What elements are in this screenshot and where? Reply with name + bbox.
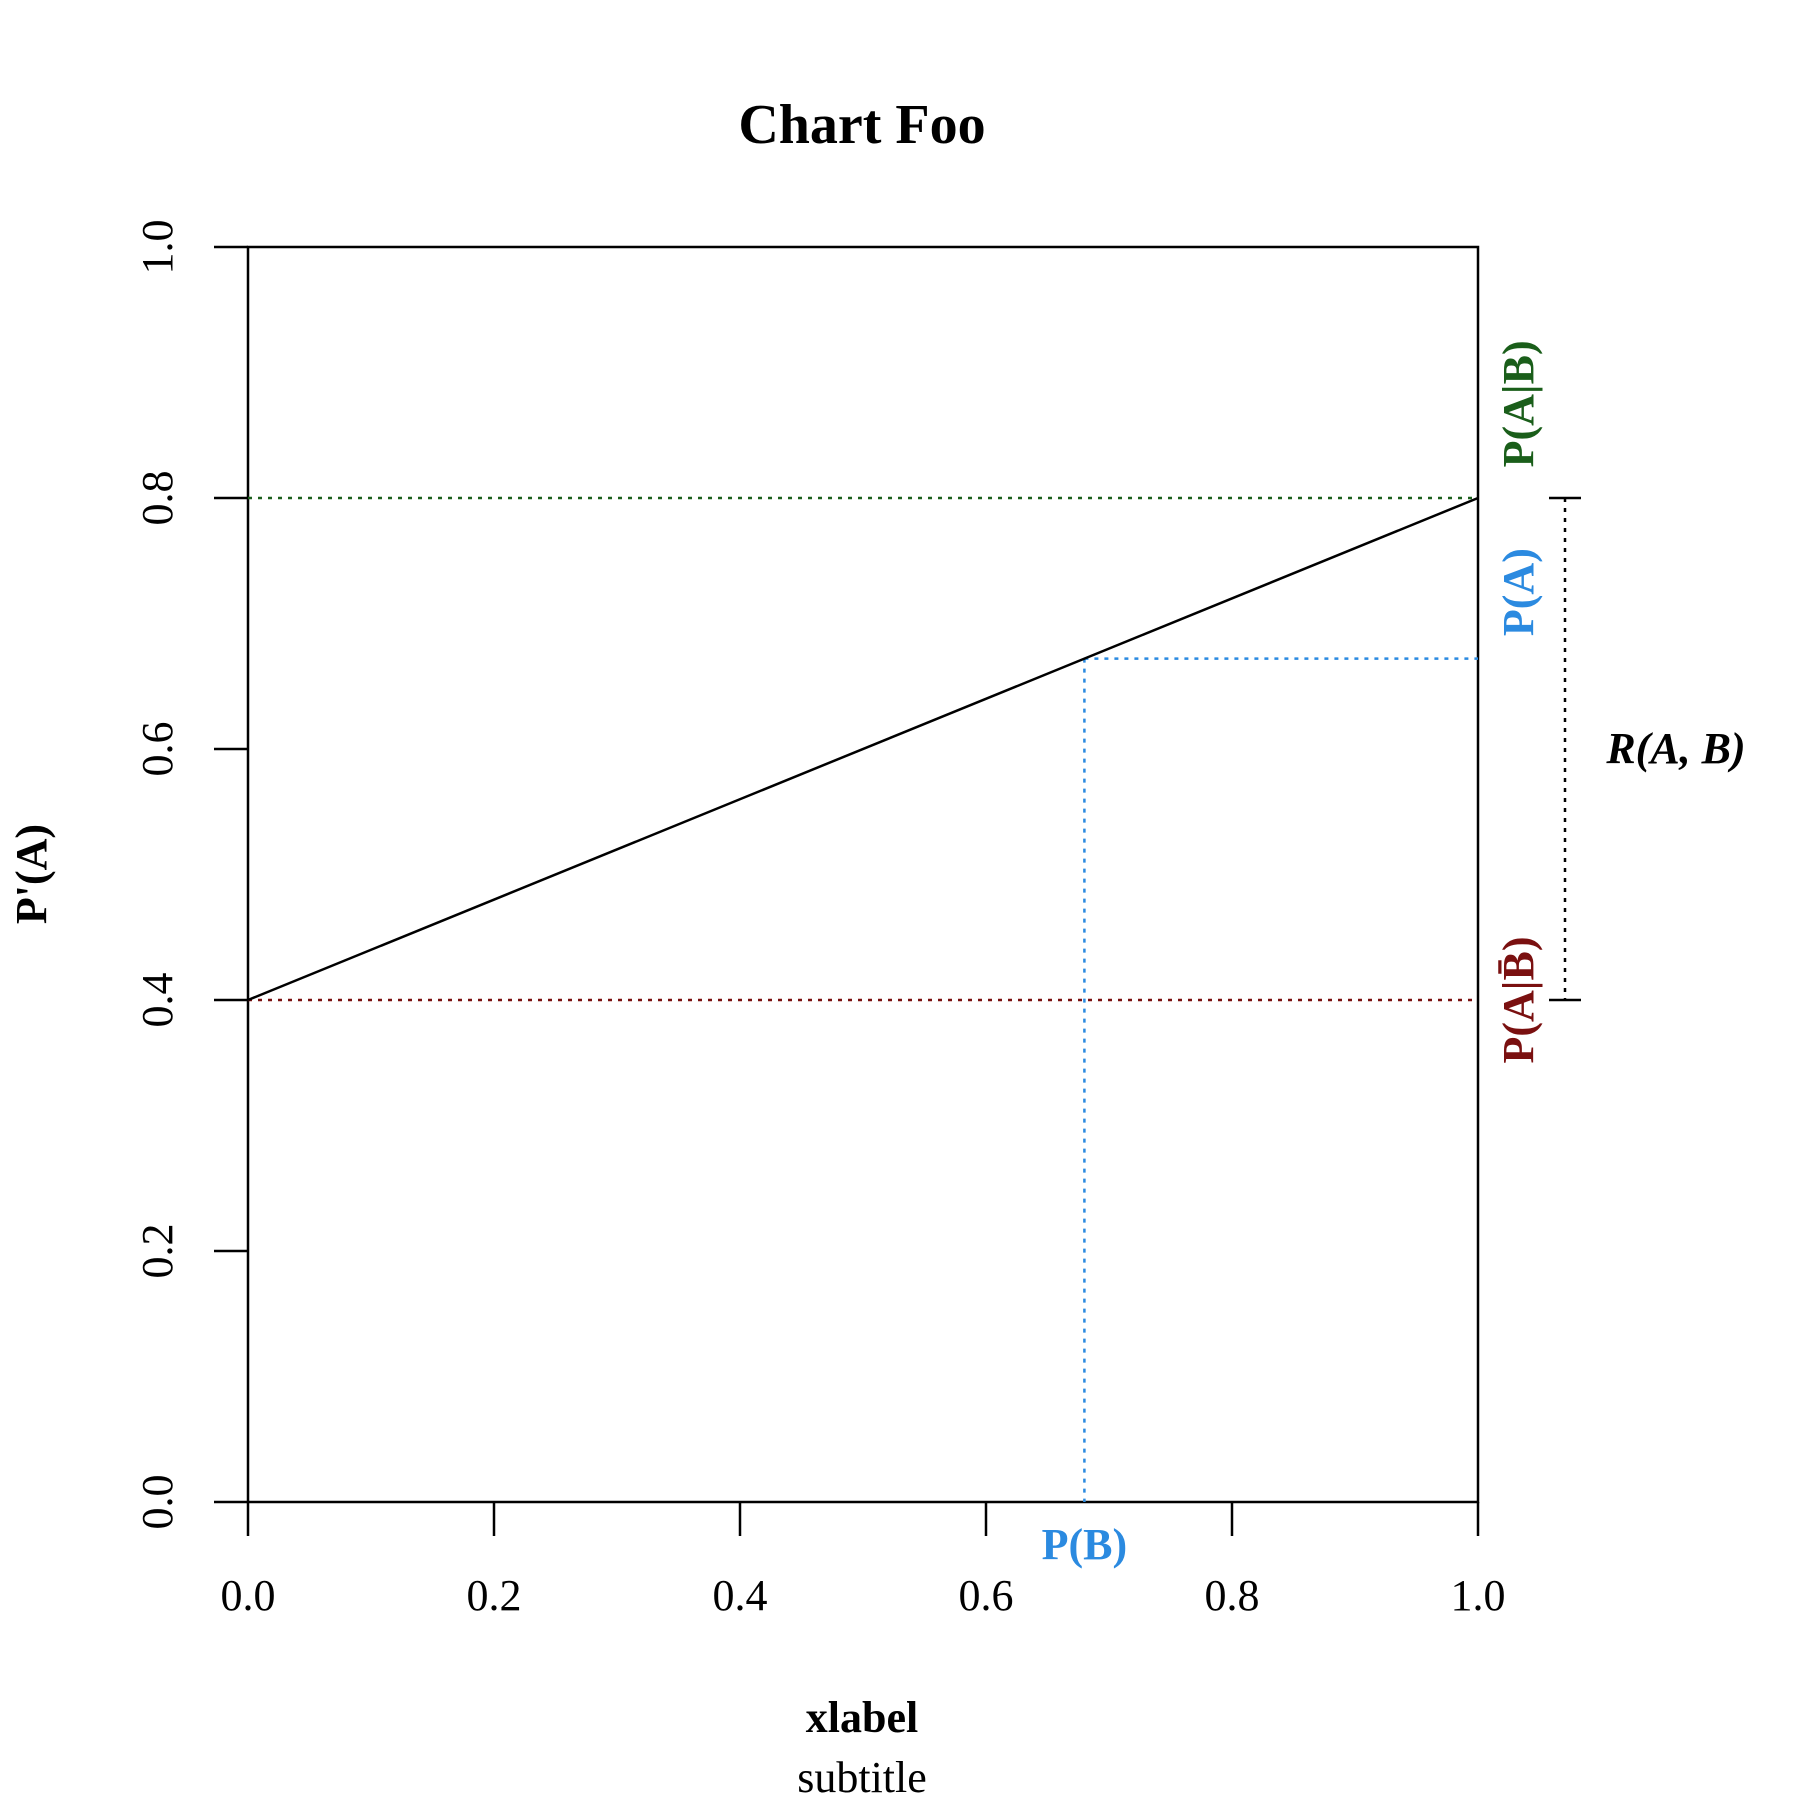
x-tick-label: 0.6 <box>959 1571 1014 1620</box>
label-p-b: P(B) <box>1042 1520 1128 1569</box>
x-tick-label: 1.0 <box>1451 1571 1506 1620</box>
y-axis-label: P'(A) <box>7 824 56 924</box>
reference-lines <box>248 496 1478 1502</box>
y-tick-label: 1.0 <box>133 220 182 275</box>
x-tick-label: 0.4 <box>713 1571 768 1620</box>
y-tick-label: 0.6 <box>133 722 182 777</box>
x-axis-label: xlabel <box>806 1693 918 1742</box>
range-bracket <box>1549 496 1581 1002</box>
x-tick-label: 0.0 <box>221 1571 276 1620</box>
label-p-a-given-not-b: P(A|B̄) <box>1494 937 1543 1064</box>
series-line <box>247 496 1479 1002</box>
subtitle: subtitle <box>797 1753 927 1800</box>
chart-title: Chart Foo <box>738 94 985 156</box>
label-p-a: P(A) <box>1494 548 1543 636</box>
y-tick-label: 0.2 <box>133 1224 182 1279</box>
y-axis: 0.0 0.2 0.4 0.6 0.8 1.0 <box>133 220 248 1530</box>
range-label: R(A, B) <box>1605 724 1745 773</box>
x-tick-label: 0.2 <box>467 1571 522 1620</box>
y-tick-label: 0.8 <box>133 471 182 526</box>
y-tick-label: 0.0 <box>133 1475 182 1530</box>
x-tick-label: 0.8 <box>1205 1571 1260 1620</box>
x-axis: 0.0 0.2 0.4 0.6 0.8 1.0 <box>221 1502 1506 1620</box>
label-p-a-given-b: P(A|B) <box>1494 340 1543 467</box>
series <box>247 496 1479 1002</box>
plot-frame <box>246 245 1480 1504</box>
y-tick-label: 0.4 <box>133 973 182 1028</box>
